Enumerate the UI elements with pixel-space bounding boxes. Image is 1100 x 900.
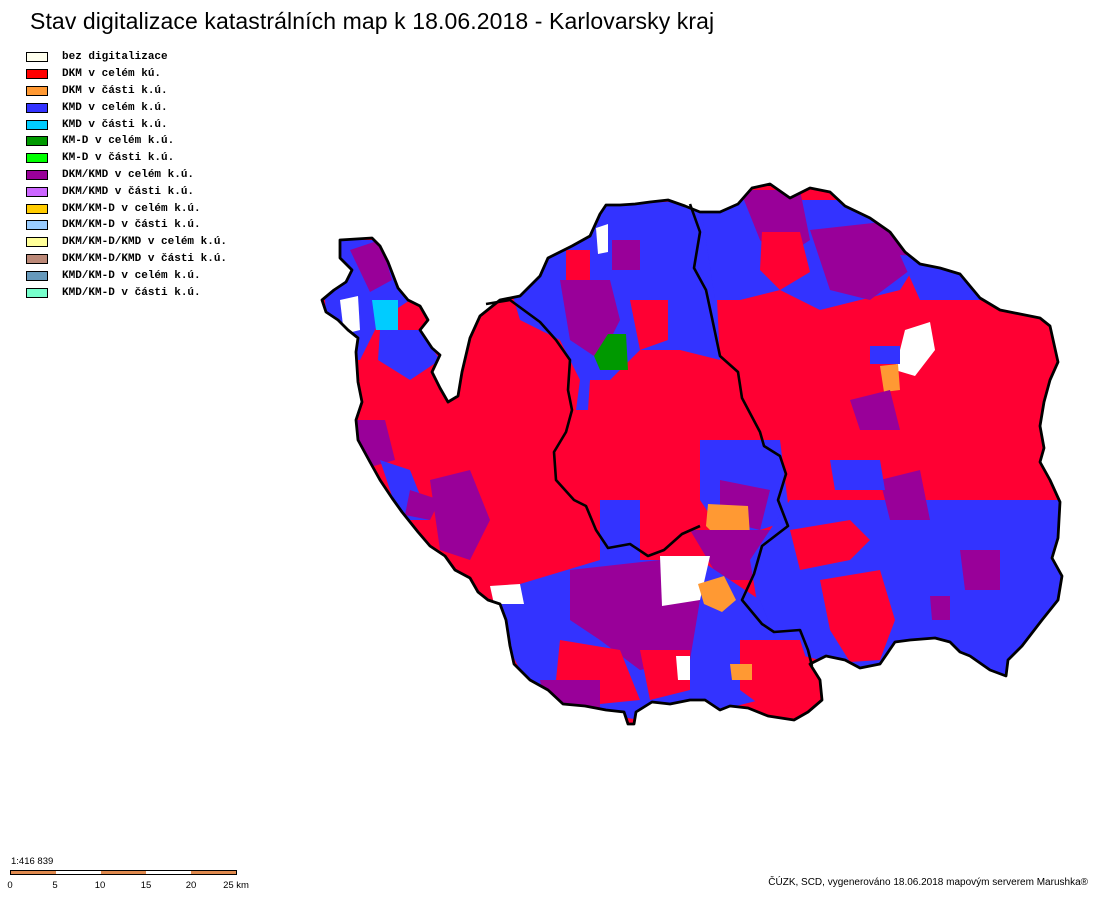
legend-item: DKM/KM-D/KMD v části k.ú. — [26, 251, 227, 268]
south-dkm-part-area — [698, 576, 736, 612]
legend-swatch — [26, 287, 48, 298]
east-kmd-area — [870, 346, 900, 364]
south-east-dkm-kmd-area — [960, 550, 1000, 590]
map-title: Stav digitalizace katastrálních map k 18… — [30, 8, 715, 34]
legend-item: KMD/KM-D v celém k.ú. — [26, 267, 227, 284]
east-undigitized-area — [895, 322, 935, 376]
scale-segment — [146, 871, 191, 874]
north-undigitized-area — [596, 224, 608, 254]
east-kmd-area-2 — [830, 460, 885, 490]
scale-tick-label: 5 — [52, 880, 58, 891]
scale-bar — [10, 870, 237, 875]
west-undigitized-area — [340, 296, 360, 334]
west-dkm-kmd-area-4 — [405, 490, 440, 520]
south-dkm-part-area-2 — [730, 664, 752, 680]
scale-segment — [11, 871, 56, 874]
legend-item: KMD/KM-D v části k.ú. — [26, 284, 227, 301]
legend-swatch — [26, 85, 48, 96]
west-dkm-kmd-area-3 — [430, 470, 490, 560]
south-undigitized-area-2 — [676, 656, 690, 680]
scale-segment — [191, 871, 236, 874]
scale-ratio: 1:416 839 — [11, 856, 54, 867]
north-east-dkm-kmd-area-2 — [810, 220, 910, 300]
legend-label: DKM/KM-D/KMD v celém k.ú. — [62, 236, 228, 249]
west-dkm-kmd-area — [350, 240, 392, 292]
north-central-dkm-area-2 — [630, 300, 668, 350]
legend-item: KMD v části k.ú. — [26, 116, 227, 133]
legend-item: DKM/KM-D v části k.ú. — [26, 217, 227, 234]
legend-label: KMD/KM-D v části k.ú. — [62, 286, 201, 299]
kmd-part-area — [372, 300, 398, 330]
legend-item: DKM v celém kú. — [26, 66, 227, 83]
north-central-dkm-kmd-area-2 — [612, 240, 640, 270]
legend-swatch — [26, 253, 48, 264]
legend-swatch — [26, 102, 48, 113]
south-west-undigitized-area — [490, 584, 524, 604]
legend-label: DKM/KM-D v části k.ú. — [62, 219, 201, 232]
east-dkm-part-area — [880, 364, 900, 392]
legend-swatch — [26, 203, 48, 214]
legend-item: bez digitalizace — [26, 49, 227, 66]
legend-swatch — [26, 136, 48, 147]
scale-tick-label: 20 — [185, 880, 197, 891]
legend-swatch — [26, 270, 48, 281]
legend-swatch — [26, 153, 48, 164]
legend-label: KMD v části k.ú. — [62, 118, 168, 131]
scale-tick-label: 15 — [140, 880, 152, 891]
south-dkm-area-3 — [740, 640, 820, 712]
scale-tick-label: 0 — [7, 880, 13, 891]
legend-label: KM-D v části k.ú. — [62, 152, 175, 165]
scale-segment — [101, 871, 146, 874]
south-east-dkm-area — [820, 570, 895, 662]
legend-swatch — [26, 119, 48, 130]
east-dkm-kmd-area — [850, 390, 900, 430]
legend-label: KMD v celém k.ú. — [62, 101, 168, 114]
legend-swatch — [26, 237, 48, 248]
legend-label: DKM v celém kú. — [62, 68, 162, 81]
legend-item: DKM/KM-D v celém k.ú. — [26, 200, 227, 217]
legend-item: DKM/KMD v celém k.ú. — [26, 167, 227, 184]
legend-label: KMD/KM-D v celém k.ú. — [62, 269, 201, 282]
legend-label: DKM v části k.ú. — [62, 84, 168, 97]
legend-item: KMD v celém k.ú. — [26, 99, 227, 116]
legend-swatch — [26, 220, 48, 231]
scale-tick-label: 25 km — [223, 880, 249, 891]
legend-swatch — [26, 169, 48, 180]
north-east-dkm-area — [760, 232, 810, 290]
legend-item: KM-D v části k.ú. — [26, 150, 227, 167]
legend-label: DKM/KM-D/KMD v části k.ú. — [62, 252, 228, 265]
map-legend: bez digitalizace DKM v celém kú. DKM v čás… — [26, 49, 227, 301]
south-east-dkm-kmd-area-2 — [930, 596, 950, 620]
south-east-dkm-area-2 — [790, 520, 870, 570]
legend-swatch — [26, 52, 48, 63]
legend-label: KM-D v celém k.ú. — [62, 135, 175, 148]
scale-segment — [56, 871, 101, 874]
west-kmd-area-2 — [378, 330, 440, 380]
legend-swatch — [26, 186, 48, 197]
legend-item: DKM v části k.ú. — [26, 83, 227, 100]
legend-label: DKM/KMD v celém k.ú. — [62, 168, 195, 181]
east-dkm-kmd-area-2 — [880, 470, 930, 520]
legend-label: bez digitalizace — [62, 51, 168, 64]
legend-item: DKM/KMD v části k.ú. — [26, 183, 227, 200]
legend-swatch — [26, 69, 48, 80]
central-kmd-area-2 — [600, 500, 640, 560]
legend-label: DKM/KM-D v celém k.ú. — [62, 202, 201, 215]
south-undigitized-area — [660, 556, 710, 606]
scale-tick-label: 10 — [94, 880, 106, 891]
kmd-d-full-area — [594, 334, 628, 370]
north-central-dkm-area — [566, 250, 590, 280]
credits: ČÚZK, SCD, vygenerováno 18.06.2018 mapov… — [768, 877, 1088, 888]
legend-item: KM-D v celém k.ú. — [26, 133, 227, 150]
central-kmd-strip — [576, 380, 590, 410]
district-boundary-east — [688, 203, 814, 667]
legend-item: DKM/KM-D/KMD v celém k.ú. — [26, 234, 227, 251]
legend-label: DKM/KMD v části k.ú. — [62, 185, 195, 198]
district-boundary-west — [485, 298, 701, 558]
